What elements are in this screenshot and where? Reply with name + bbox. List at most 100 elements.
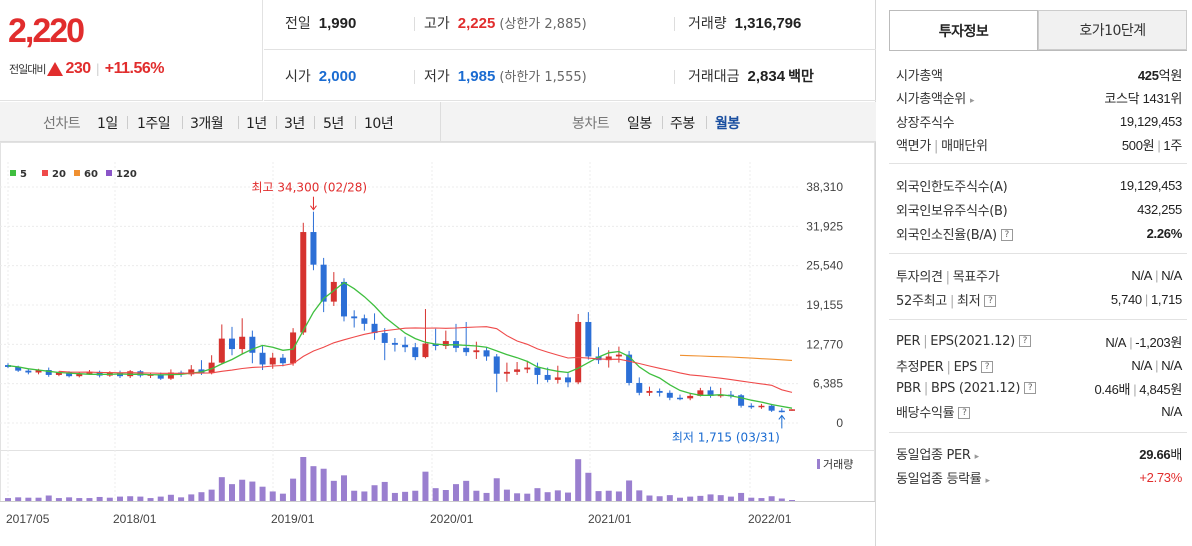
x-tick-label: 2019/01 [271, 512, 315, 526]
volume-value: 1,316,796 [734, 15, 802, 32]
x-tick-label: 2018/01 [113, 512, 157, 526]
candle-daily[interactable]: 일봉 [627, 116, 652, 132]
divider: | [1129, 334, 1133, 350]
legend-label: 120 [116, 169, 137, 180]
candle-body [279, 357, 286, 364]
high-price: 고가 2,225 (상한가 2,885) [424, 13, 587, 33]
period-3m[interactable]: 3개월 [190, 116, 224, 132]
divider: | [923, 333, 928, 349]
bps-label: BPS (2021.12) [930, 380, 1021, 396]
candle-body [432, 343, 439, 346]
volume-bar [66, 497, 73, 501]
legend-label: 20 [52, 169, 66, 180]
high-value: 2,225 [457, 15, 496, 32]
period-1d[interactable]: 1일 [97, 116, 118, 132]
volume-bar [279, 493, 286, 501]
period-10y[interactable]: 10년 [364, 116, 394, 132]
volume-bar [565, 492, 571, 501]
candle-body [544, 374, 551, 380]
y-tick-label: 31,925 [806, 219, 843, 233]
volume-bar [677, 497, 683, 501]
row-listed-shares: 상장주식수 19,129,453 [896, 110, 1182, 132]
up-triangle-icon [47, 62, 64, 76]
help-icon[interactable]: ? [1024, 382, 1037, 394]
volume-bar [605, 490, 612, 501]
volume-bar [778, 498, 785, 501]
volume-bar [789, 500, 795, 501]
volume-bar [157, 496, 164, 501]
rank-label: 시가총액순위 [896, 91, 966, 107]
candle-weekly[interactable]: 주봉 [670, 116, 695, 132]
period-5y[interactable]: 5년 [323, 116, 344, 132]
tab-underline [889, 50, 1187, 51]
candle-body [483, 350, 490, 357]
candle-body [402, 344, 409, 348]
price-summary: 2,220 전일대비 230 | +11.56% [0, 0, 263, 101]
legend-swatch [42, 170, 48, 176]
candle-body [534, 367, 541, 375]
industry-per-unit: 배 [1170, 446, 1182, 462]
volume-bar [351, 490, 358, 501]
volume: 거래량 1,316,796 [688, 13, 801, 33]
candle-body [259, 352, 266, 365]
prev-close-label: 전일 [285, 16, 311, 32]
tab-investment-info[interactable]: 투자정보 [889, 10, 1038, 50]
target-label: 목표주가 [952, 269, 1000, 285]
candle-body [86, 371, 93, 374]
candle-body [656, 390, 663, 393]
dividend-label-wrap: 배당수익률? [896, 402, 971, 421]
candle-body [636, 382, 643, 393]
period-1y[interactable]: 1년 [246, 116, 267, 132]
foreign-ratio-label: 외국인소진율(B/A) [896, 227, 997, 243]
volume-bar [412, 490, 419, 501]
par-value-wrap: 500원 | 1주 [1122, 135, 1182, 154]
target-value: N/A [1161, 267, 1182, 283]
section-divider [889, 432, 1187, 433]
divider [182, 116, 183, 129]
candle-body [320, 264, 327, 302]
tab-order-book[interactable]: 호가10단계 [1038, 10, 1187, 50]
candle-body [789, 409, 795, 411]
row-par-value: 액면가 | 매매단위 500원 | 1주 [896, 133, 1182, 155]
amount-label: 거래대금 [688, 69, 740, 85]
volume-bar [320, 468, 327, 501]
row-market-cap-rank[interactable]: 시가총액순위 ▸ 코스닥 1431위 [896, 86, 1182, 108]
period-1w[interactable]: 1주일 [137, 116, 171, 132]
candle-body [45, 370, 52, 375]
left-panel: 2,220 전일대비 230 | +11.56% 전일 1,990 고가 2,2… [0, 0, 876, 546]
volume-bar [381, 481, 388, 501]
period-3y[interactable]: 3년 [284, 116, 305, 132]
divider [238, 116, 239, 129]
arrow-right-icon: ▸ [974, 451, 980, 462]
volume-bar [697, 495, 704, 501]
candle-body [595, 356, 602, 361]
foreign-ratio-label-wrap: 외국인소진율(B/A)? [896, 224, 1013, 243]
pbr-value-wrap: 0.46배 | 4,845원 [1094, 379, 1182, 398]
candle-body [585, 321, 592, 357]
candle-body [473, 350, 480, 353]
per-value-wrap: N/A | -1,203원 [1105, 332, 1182, 351]
industry-per-value: 29.66 [1139, 446, 1171, 462]
row-industry-per[interactable]: 동일업종 PER ▸ 29.66배 [896, 442, 1182, 464]
row-dividend: 배당수익률? N/A [896, 400, 1182, 422]
volume-bar [371, 485, 378, 501]
candle-body [76, 373, 83, 377]
help-icon[interactable]: ? [1000, 229, 1013, 241]
est-per-label-wrap: 추정PER | EPS? [896, 356, 994, 375]
y-tick-label: 6,385 [813, 377, 843, 391]
help-icon[interactable]: ? [981, 361, 994, 373]
candle-body [300, 232, 307, 333]
open-value: 2,000 [318, 68, 357, 85]
ma20-line [58, 326, 793, 393]
help-icon[interactable]: ? [984, 295, 997, 307]
candle-monthly[interactable]: 월봉 [715, 116, 740, 132]
trade-unit-value: 1주 [1163, 137, 1182, 153]
help-icon[interactable]: ? [958, 407, 971, 419]
volume-bar [218, 477, 225, 501]
row-industry-change[interactable]: 동일업종 등락률 ▸ +2.73% [896, 466, 1182, 488]
volume-bar [432, 488, 439, 501]
volume-bar [514, 493, 521, 501]
help-icon[interactable]: ? [1018, 335, 1031, 347]
divider: | [1133, 381, 1137, 397]
eps-value: -1,203원 [1135, 334, 1182, 350]
